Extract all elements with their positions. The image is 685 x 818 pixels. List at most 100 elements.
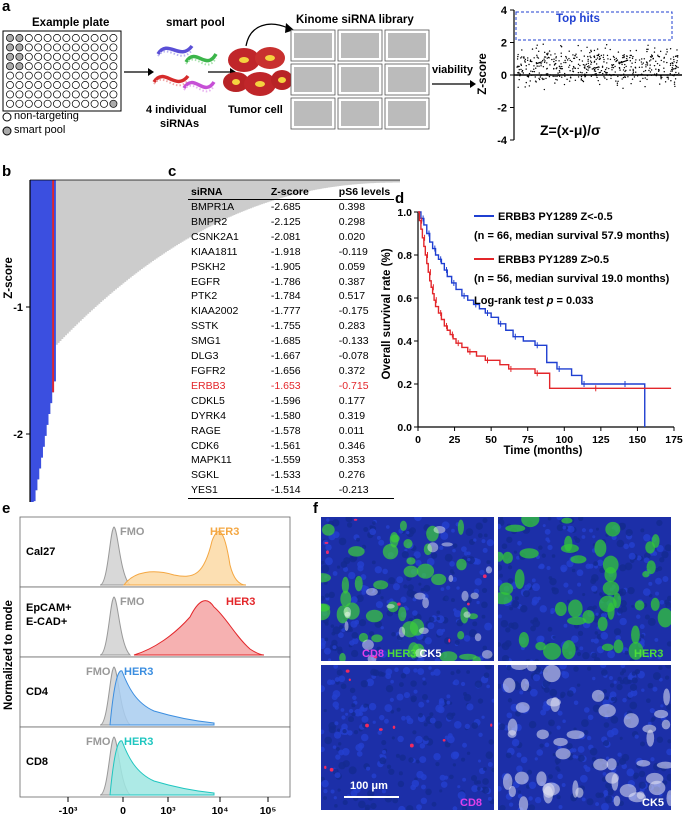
nucleus	[382, 749, 387, 754]
zscatter-point	[596, 76, 598, 79]
nucleus	[348, 571, 356, 580]
stain-blob	[433, 526, 446, 534]
zscatter-point	[579, 71, 582, 74]
zscatter-point	[520, 68, 522, 71]
zscatter-point	[518, 78, 520, 81]
nucleus	[610, 696, 616, 702]
dchart-y-tick-label: 0.8	[397, 250, 412, 262]
zscatter-point	[675, 61, 678, 64]
plate-well	[43, 81, 52, 89]
zscatter-point	[531, 48, 534, 50]
table-cell: 0.353	[338, 454, 366, 467]
zscatter-point	[666, 61, 668, 64]
zscatter-point	[603, 76, 605, 78]
nucleus	[530, 625, 536, 632]
table-cell: -1.755	[270, 320, 301, 333]
nucleus	[461, 805, 468, 810]
stain-blob	[636, 760, 651, 767]
nucleus	[352, 637, 359, 645]
nucleus	[617, 676, 622, 682]
plate-well	[6, 34, 14, 42]
zscatter-point	[666, 48, 668, 50]
nucleus	[661, 551, 669, 559]
nucleus	[438, 698, 445, 704]
zscatter-point	[561, 65, 563, 68]
zscatter-point	[582, 80, 585, 83]
zscatter-point	[595, 66, 598, 69]
nucleus	[406, 805, 414, 810]
nucleus	[328, 591, 335, 599]
nucleus	[654, 638, 659, 642]
nucleus	[473, 538, 477, 542]
dchart-ylabel: Overall survival rate (%)	[381, 248, 393, 379]
nucleus	[581, 719, 589, 727]
zscatter-point	[609, 48, 611, 51]
zscatter-point	[536, 65, 538, 67]
nucleus	[538, 635, 545, 643]
zscatter-point	[638, 66, 641, 69]
nucleus	[499, 804, 506, 810]
nucleus	[331, 694, 338, 701]
zscatter-point	[666, 76, 668, 79]
nucleus	[409, 659, 415, 661]
plate-well	[109, 90, 118, 99]
stain-blob	[459, 653, 477, 660]
bchart-tick-label: -1	[13, 302, 23, 314]
plate-well	[15, 90, 24, 99]
zscatter-point	[674, 85, 676, 88]
dchart-y-tick-label: 1.0	[397, 207, 412, 219]
zscatter-point	[558, 75, 561, 77]
nucleus	[345, 712, 349, 716]
e-x-tick-label: -10³	[59, 805, 78, 815]
nucleus	[459, 798, 464, 803]
zscatter-point	[651, 55, 653, 58]
nucleus	[581, 797, 586, 802]
nucleus	[634, 668, 641, 675]
nucleus	[616, 684, 623, 691]
plate-well	[43, 34, 52, 42]
zscatter-point	[631, 57, 634, 60]
stain-blob	[514, 771, 529, 785]
stain-blob	[353, 518, 358, 521]
nucleus	[398, 771, 403, 776]
zscatter-point	[592, 74, 594, 76]
zscatter-point	[649, 71, 652, 73]
stain-blob	[542, 665, 561, 683]
nucleus	[482, 645, 488, 651]
zscatter-point	[635, 59, 637, 61]
zscatter-point	[568, 50, 570, 52]
table-cell: 0.059	[338, 260, 366, 273]
nucleus	[470, 775, 478, 782]
table-row: CSNK2A1 -2.081 0.020	[188, 230, 394, 245]
nucleus	[524, 584, 531, 591]
table-row: BMPR1A -2.685 0.398	[188, 200, 394, 215]
nucleus	[642, 588, 651, 596]
nucleus	[452, 548, 456, 553]
table-cell: DLG3	[191, 350, 219, 363]
stain-blob	[657, 607, 671, 628]
nucleus	[666, 595, 671, 601]
zscatter-point	[546, 62, 548, 64]
zscatter-point	[611, 64, 613, 66]
zscatter-point	[519, 75, 521, 77]
nucleus	[616, 539, 625, 548]
sirna-label-1: 4 individual	[146, 104, 207, 116]
sirna-strands-icon	[152, 44, 218, 93]
plate-well	[90, 43, 99, 52]
panel-d-label: d	[395, 190, 405, 207]
nucleus	[478, 732, 483, 737]
zscatter-point	[543, 78, 545, 80]
nucleus	[572, 748, 577, 753]
plate-well	[43, 99, 52, 108]
nucleus	[585, 563, 591, 570]
zscatter-point	[538, 50, 540, 53]
nucleus	[539, 605, 547, 613]
zscatter-point	[590, 49, 592, 52]
table-cell: -2.081	[270, 230, 301, 243]
row-name: CD8	[26, 756, 48, 768]
zscatter-point	[616, 59, 619, 61]
dchart-y-tick-label: 0.6	[397, 293, 412, 305]
zscatter-point	[533, 68, 535, 70]
nucleus	[423, 735, 429, 741]
stain-blob	[646, 729, 655, 747]
